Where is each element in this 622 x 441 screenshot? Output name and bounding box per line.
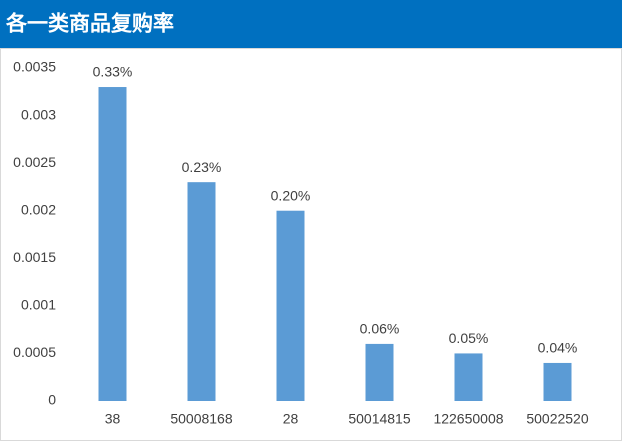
bar (276, 210, 305, 401)
chart-title: 各一类商品复购率 (5, 12, 174, 36)
x-tick-label: 122650008 (433, 411, 503, 427)
data-label: 0.06% (360, 321, 400, 337)
data-label: 0.04% (538, 340, 578, 356)
x-tick-label: 50022520 (526, 411, 589, 427)
y-tick-label: 0.0015 (13, 249, 56, 265)
title-bar (0, 0, 622, 48)
x-tick-label: 50014815 (348, 411, 411, 427)
bar (98, 87, 127, 402)
y-tick-label: 0.0025 (13, 154, 56, 170)
x-tick-label: 38 (105, 411, 121, 427)
data-label: 0.33% (93, 64, 133, 80)
bar (543, 362, 572, 401)
x-tick-label: 28 (283, 411, 299, 427)
bar (454, 353, 483, 401)
y-tick-label: 0.002 (21, 201, 56, 217)
data-label: 0.20% (271, 187, 311, 203)
y-tick-label: 0 (48, 392, 56, 408)
y-tick-label: 0.003 (21, 106, 56, 122)
y-tick-label: 0.001 (21, 297, 56, 313)
x-tick-label: 50008168 (170, 411, 233, 427)
bar (187, 182, 216, 401)
y-tick-label: 0.0005 (13, 344, 56, 360)
bar (365, 343, 394, 401)
y-tick-label: 0.0035 (13, 59, 56, 75)
data-label: 0.23% (182, 159, 222, 175)
chart-border (0, 48, 622, 441)
data-label: 0.05% (449, 330, 489, 346)
